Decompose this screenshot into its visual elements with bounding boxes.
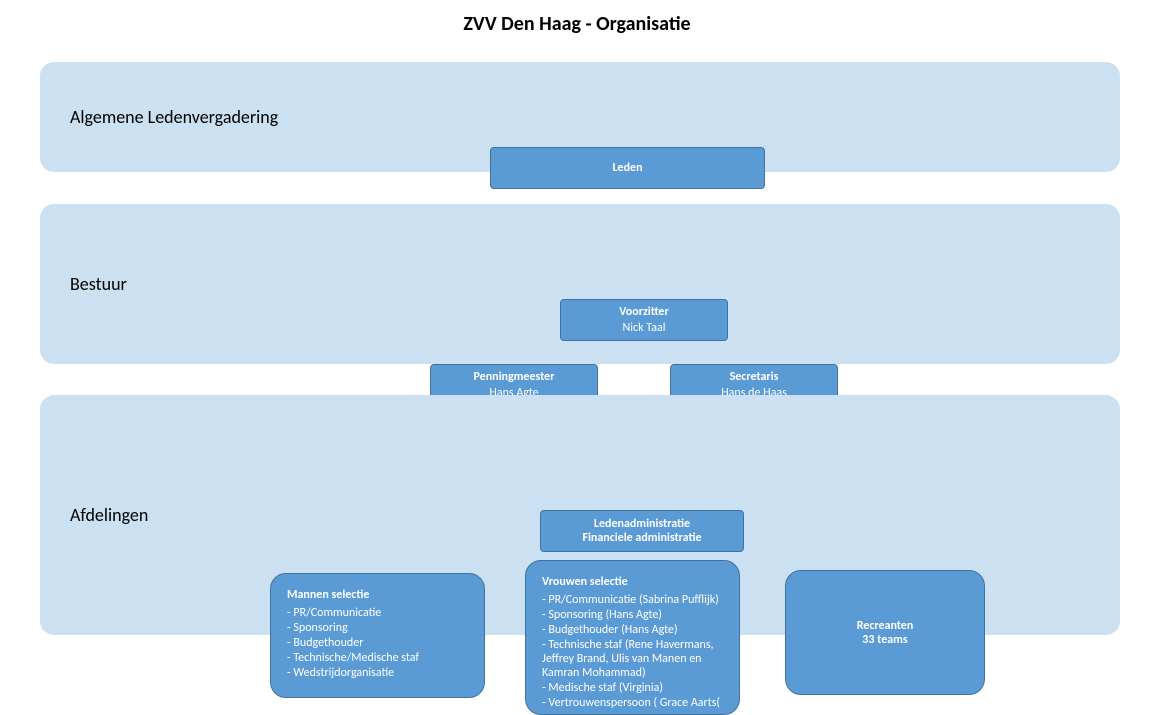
list-item: - Sponsoring (Hans Agte) <box>542 608 723 622</box>
section-label-afdelingen: Afdelingen <box>70 504 330 526</box>
list-item: - Sponsoring <box>287 621 468 635</box>
list-item: - Vertrouwenspersoon ( Grace Aarts( <box>542 696 723 710</box>
penningmeester-role: Penningmeester <box>431 370 597 384</box>
list-item: - Wedstrijdorganisatie <box>287 666 468 680</box>
vrouwen-items: - PR/Communicatie (Sabrina Pufflijk)- Sp… <box>542 593 723 710</box>
recreanten-box: Recreanten 33 teams <box>785 570 985 695</box>
mannen-box: Mannen selectie - PR/Communicatie- Spons… <box>270 573 485 698</box>
voorzitter-name: Nick Taal <box>561 321 727 335</box>
recreanten-line1: Recreanten <box>857 619 914 633</box>
list-item: - Budgethouder (Hans Agte) <box>542 623 723 637</box>
list-item: - PR/Communicatie (Sabrina Pufflijk) <box>542 593 723 607</box>
admin-line1: Ledenadministratie <box>541 517 743 531</box>
list-item: - Medische staf (Virginia) <box>542 681 723 695</box>
leden-label: Leden <box>491 161 764 175</box>
section-bestuur: Bestuur Voorzitter Nick Taal Penningmees… <box>40 204 1120 364</box>
vrouwen-box: Vrouwen selectie - PR/Communicatie (Sabr… <box>525 560 740 715</box>
page-title: ZVV Den Haag - Organisatie <box>0 0 1154 56</box>
vrouwen-title: Vrouwen selectie <box>542 575 723 589</box>
secretaris-role: Secretaris <box>671 370 837 384</box>
list-item: - Technische/Medische staf <box>287 651 468 665</box>
voorzitter-role: Voorzitter <box>561 305 727 319</box>
section-label-alv: Algemene Ledenvergadering <box>70 106 330 128</box>
recreanten-line2: 33 teams <box>862 633 907 647</box>
section-afdelingen: Afdelingen Ledenadministratie Financiele… <box>40 395 1120 635</box>
list-item: - Technische staf (Rene Havermans, Jeffr… <box>542 638 723 680</box>
section-label-bestuur: Bestuur <box>70 273 330 295</box>
list-item: - Budgethouder <box>287 636 468 650</box>
admin-box: Ledenadministratie Financiele administra… <box>540 510 744 552</box>
leden-box: Leden <box>490 147 765 189</box>
admin-line2: Financiele administratie <box>541 531 743 545</box>
voorzitter-box: Voorzitter Nick Taal <box>560 299 728 341</box>
section-alv: Algemene Ledenvergadering Leden <box>40 62 1120 172</box>
mannen-title: Mannen selectie <box>287 588 468 602</box>
mannen-items: - PR/Communicatie- Sponsoring- Budgethou… <box>287 606 468 680</box>
list-item: - PR/Communicatie <box>287 606 468 620</box>
